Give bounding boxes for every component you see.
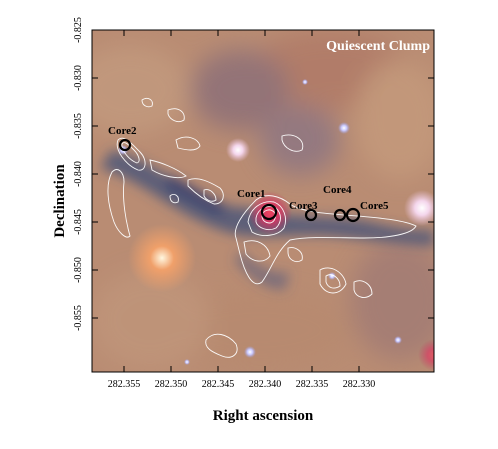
x-tick-label: 282.345 <box>202 379 235 390</box>
x-tick-label: 282.335 <box>296 379 329 390</box>
y-tick-label: -0.850 <box>73 257 84 283</box>
y-tick-label: -0.835 <box>73 113 84 139</box>
core4-label: Core4 <box>323 184 352 196</box>
y-tick-label: -0.830 <box>73 65 84 91</box>
panel-title: Quiescent Clump <box>326 39 430 54</box>
core1-label: Core1 <box>237 188 266 200</box>
x-tick-label: 282.330 <box>343 379 376 390</box>
x-tick-label: 282.340 <box>249 379 282 390</box>
x-tick-label: 282.350 <box>155 379 188 390</box>
x-ticks <box>123 30 360 372</box>
y-tick-label: -0.825 <box>73 17 84 43</box>
core5-marker <box>345 207 361 223</box>
plot-frame <box>91 29 435 373</box>
core-markers <box>118 138 361 223</box>
x-axis-label: Right ascension <box>213 408 314 424</box>
core2-marker <box>118 138 132 152</box>
core3-label: Core3 <box>289 200 318 212</box>
y-ticks <box>92 29 434 319</box>
core5-label: Core5 <box>360 200 389 212</box>
core4-marker <box>333 208 347 222</box>
core3-marker <box>304 208 318 222</box>
y-tick-label: -0.845 <box>73 209 84 235</box>
y-tick-label: -0.855 <box>73 305 84 331</box>
x-tick-label: 282.355 <box>108 379 141 390</box>
core1-marker <box>260 203 278 221</box>
sky-image <box>92 30 434 372</box>
contours <box>107 97 417 358</box>
core2-label: Core2 <box>108 125 137 137</box>
y-tick-label: -0.840 <box>73 161 84 187</box>
y-axis-label: Declination <box>52 164 68 238</box>
